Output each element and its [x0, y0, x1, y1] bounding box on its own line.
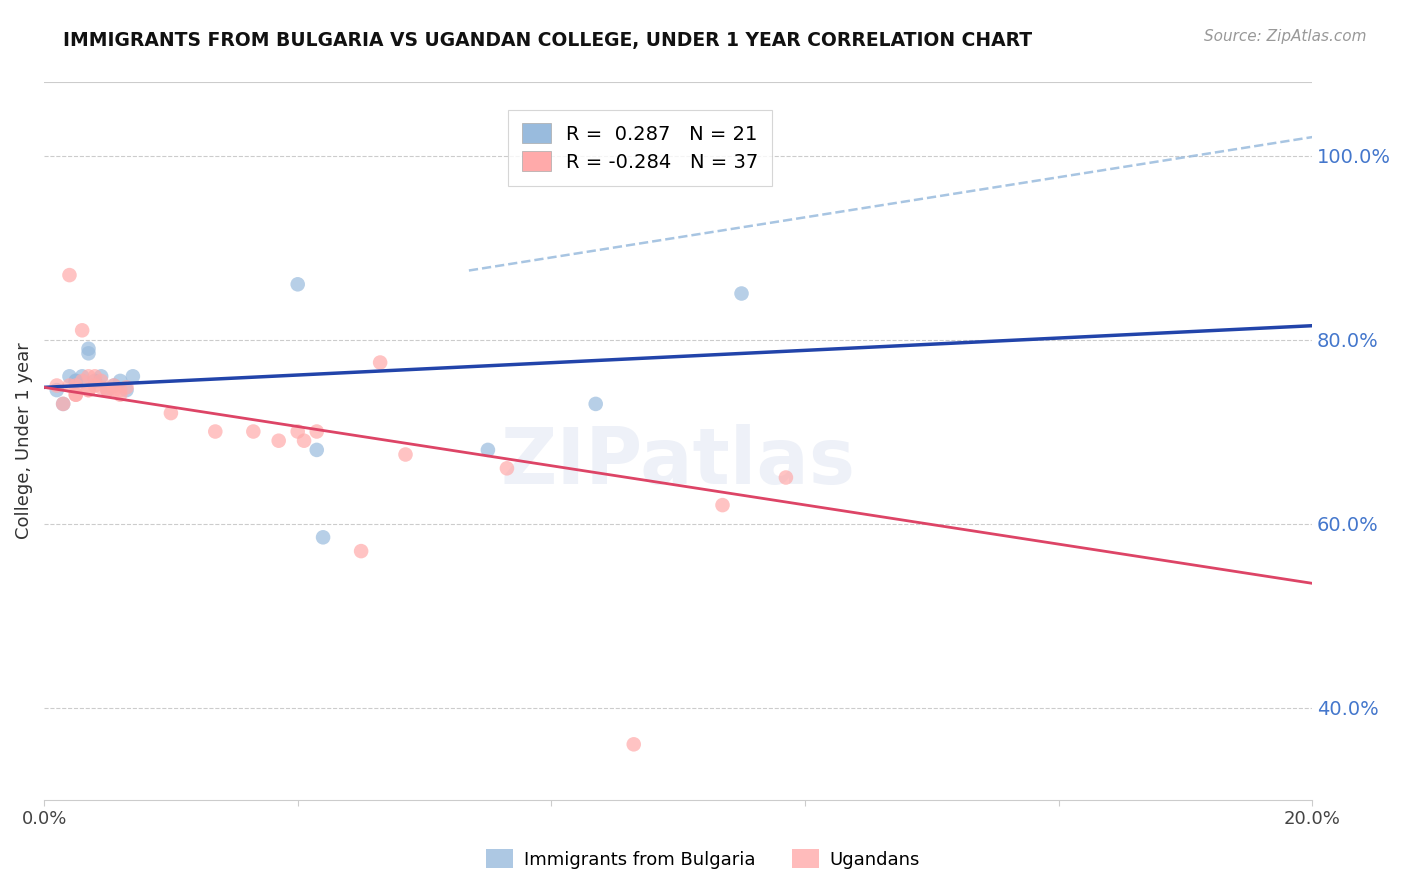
Point — [45, 378, 67, 392]
Point — [70, 369, 93, 384]
Point — [77, 383, 100, 397]
Legend: R =  0.287   N = 21, R = -0.284   N = 37: R = 0.287 N = 21, R = -0.284 N = 37 — [508, 110, 772, 186]
Point — [623, 737, 645, 751]
Point — [108, 383, 131, 397]
Point — [83, 378, 105, 392]
Point — [52, 397, 75, 411]
Point — [368, 355, 391, 369]
Point — [70, 323, 93, 337]
Point — [267, 434, 290, 448]
Text: IMMIGRANTS FROM BULGARIA VS UGANDAN COLLEGE, UNDER 1 YEAR CORRELATION CHART: IMMIGRANTS FROM BULGARIA VS UGANDAN COLL… — [63, 31, 1032, 50]
Point — [83, 374, 105, 388]
Point — [58, 378, 80, 392]
Point — [711, 498, 734, 512]
Point — [730, 286, 752, 301]
Point — [90, 380, 112, 394]
Text: Source: ZipAtlas.com: Source: ZipAtlas.com — [1204, 29, 1367, 44]
Point — [65, 374, 87, 388]
Point — [96, 383, 118, 397]
Point — [52, 397, 75, 411]
Point — [305, 442, 328, 457]
Point — [775, 470, 797, 484]
Point — [160, 406, 183, 420]
Point — [90, 369, 112, 384]
Point — [77, 369, 100, 384]
Point — [242, 425, 264, 439]
Point — [394, 448, 416, 462]
Point — [96, 383, 118, 397]
Point — [312, 530, 335, 544]
Point — [65, 388, 87, 402]
Point — [477, 442, 499, 457]
Point — [77, 342, 100, 356]
Point — [58, 268, 80, 282]
Point — [496, 461, 519, 475]
Point — [77, 383, 100, 397]
Point — [115, 383, 138, 397]
Point — [108, 388, 131, 402]
Point — [77, 346, 100, 360]
Point — [350, 544, 373, 558]
Point — [204, 425, 226, 439]
Point — [103, 383, 125, 397]
Point — [90, 374, 112, 388]
Point — [103, 378, 125, 392]
Point — [287, 277, 309, 292]
Text: ZIPatlas: ZIPatlas — [501, 425, 856, 500]
Point — [292, 434, 315, 448]
Point — [45, 383, 67, 397]
Point — [585, 397, 607, 411]
Point — [65, 388, 87, 402]
Point — [103, 378, 125, 392]
Point — [96, 383, 118, 397]
Point — [287, 425, 309, 439]
Point — [115, 380, 138, 394]
Point — [70, 374, 93, 388]
Point — [65, 374, 87, 388]
Point — [305, 425, 328, 439]
Point — [58, 369, 80, 384]
Point — [65, 378, 87, 392]
Legend: Immigrants from Bulgaria, Ugandans: Immigrants from Bulgaria, Ugandans — [479, 842, 927, 876]
Point — [83, 369, 105, 384]
Y-axis label: College, Under 1 year: College, Under 1 year — [15, 343, 32, 539]
Point — [122, 369, 145, 384]
Point — [108, 374, 131, 388]
